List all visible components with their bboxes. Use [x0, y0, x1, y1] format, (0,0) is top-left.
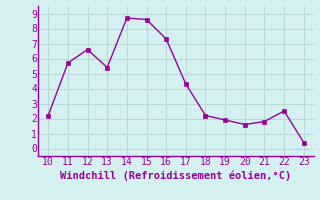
X-axis label: Windchill (Refroidissement éolien,°C): Windchill (Refroidissement éolien,°C) [60, 170, 292, 181]
